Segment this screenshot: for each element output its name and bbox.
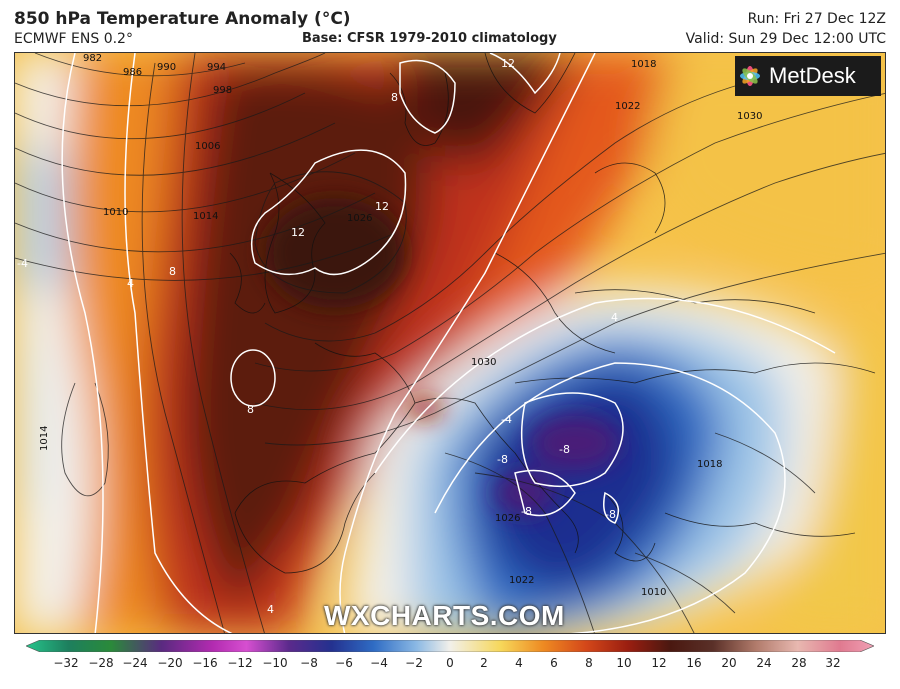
colorbar [26, 640, 874, 652]
colorbar-tick: −28 [88, 656, 114, 670]
colorbar-tick: 24 [756, 656, 772, 670]
header: 850 hPa Temperature Anomaly (°C) ECMWF E… [0, 0, 900, 52]
anomaly-label: 4 [611, 311, 618, 324]
isobar-label: 1026 [495, 513, 520, 524]
anomaly-label: 8 [247, 403, 254, 416]
colorbar-tick: −8 [300, 656, 318, 670]
wxcharts-watermark: WXCHARTS.COM [324, 600, 565, 631]
anomaly-label: -8 [497, 453, 508, 466]
anomaly-label-group: 12 12 12 8 8 8 -4 4 -8 -8 -8 -8 4 -4 4 [17, 57, 618, 616]
map-canvas: 982 986 990 994 998 1006 1010 1014 1018 … [15, 53, 885, 633]
anomaly-label: -4 [17, 257, 28, 270]
base-climatology-label: Base: CFSR 1979-2010 climatology [302, 31, 557, 46]
colorbar-tick: −4 [370, 656, 388, 670]
anomaly-label: 12 [291, 226, 305, 239]
colorbar-tick: 4 [515, 656, 523, 670]
colorbar-tick: 10 [616, 656, 632, 670]
isobar-label: 1030 [471, 357, 496, 368]
colorbar-tick: 2 [480, 656, 488, 670]
colorbar-tick: 16 [686, 656, 702, 670]
colorbar-tick: −12 [227, 656, 253, 670]
colorbar-tick: −10 [262, 656, 288, 670]
isobar-label: 1022 [509, 575, 534, 586]
colorbar-tick: 20 [721, 656, 737, 670]
colorbar-tick: 12 [651, 656, 667, 670]
isobar-label: 1026 [347, 213, 372, 224]
anomaly-label: 4 [267, 603, 274, 616]
colorbar-tick: −24 [122, 656, 148, 670]
colorbar-tick: −20 [157, 656, 183, 670]
anomaly-label: 12 [375, 200, 389, 213]
chart-title: 850 hPa Temperature Anomaly (°C) [14, 9, 351, 29]
isobar-label: 1014 [39, 426, 50, 451]
isobar-label: 1018 [697, 459, 722, 470]
anomaly-label: 8 [391, 91, 398, 104]
isobar-label: 1022 [615, 101, 640, 112]
valid-time-label: Valid: Sun 29 Dec 12:00 UTC [685, 31, 886, 47]
metdesk-flower-icon [740, 66, 760, 86]
colorbar-tick: 6 [550, 656, 558, 670]
anomaly-label: 4 [127, 277, 134, 290]
colorbar-tick: 0 [446, 656, 454, 670]
run-time-label: Run: Fri 27 Dec 12Z [747, 11, 886, 27]
isobar-label: 1010 [103, 207, 128, 218]
isobar-label: 990 [157, 62, 176, 73]
isobar-label: 1014 [193, 211, 218, 222]
anomaly-label: -8 [521, 505, 532, 518]
anomaly-label: 12 [501, 57, 515, 70]
isobar-label: 1030 [737, 111, 762, 122]
colorbar-tick: −32 [53, 656, 79, 670]
anomaly-label: -8 [559, 443, 570, 456]
isobar-label: 994 [207, 62, 226, 73]
isobar-label: 982 [83, 53, 102, 64]
metdesk-logo: MetDesk [735, 56, 881, 96]
isobar-label-group: 982 986 990 994 998 1006 1010 1014 1018 … [39, 53, 762, 598]
colorbar-tick: −2 [405, 656, 423, 670]
colorbar-tick: 8 [585, 656, 593, 670]
isobar-label: 1018 [631, 59, 656, 70]
colorbar-tick: 28 [791, 656, 807, 670]
isobar-label: 1010 [641, 587, 666, 598]
anomaly-label: -4 [501, 413, 512, 426]
isobar-label: 1006 [195, 141, 220, 152]
anomaly-label: 8 [169, 265, 176, 278]
colorbar-ticks: −32 −28 −24 −20 −16 −12 −10 −8 −6 −4 −2 … [0, 656, 900, 676]
colorbar-tick: −6 [335, 656, 353, 670]
colorbar-tick: 32 [825, 656, 841, 670]
anomaly-label: -8 [605, 508, 616, 521]
metdesk-logo-text: MetDesk [769, 63, 856, 88]
isobar-label: 986 [123, 67, 142, 78]
anomaly-contours [61, 53, 836, 633]
model-label: ECMWF ENS 0.2° [14, 31, 133, 47]
anomaly-field [15, 53, 885, 633]
isobar-label: 998 [213, 85, 232, 96]
colorbar-tick: −16 [192, 656, 218, 670]
coastlines [229, 53, 876, 574]
anomaly-map: 982 986 990 994 998 1006 1010 1014 1018 … [14, 52, 886, 634]
